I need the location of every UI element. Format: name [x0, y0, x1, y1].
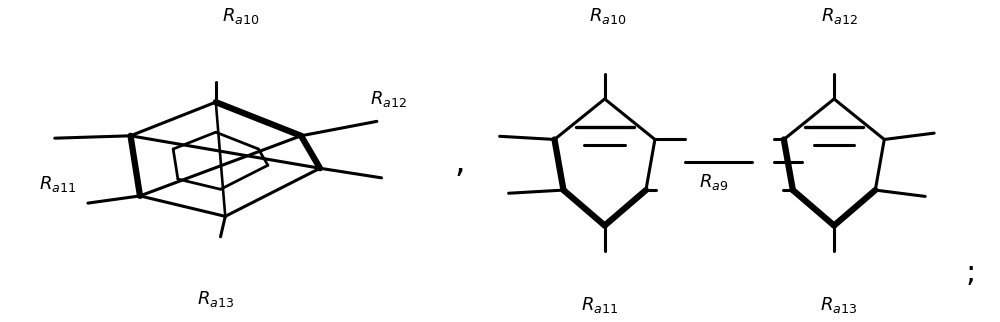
Text: ,: ,	[455, 146, 465, 179]
Text: $R_{a11}$: $R_{a11}$	[39, 175, 76, 194]
Text: $R_{a10}$: $R_{a10}$	[222, 6, 259, 26]
Text: $R_{a10}$: $R_{a10}$	[589, 6, 626, 26]
Text: $R_{a13}$: $R_{a13}$	[197, 289, 234, 309]
Text: $R_{a11}$: $R_{a11}$	[581, 295, 618, 315]
Text: $R_{a12}$: $R_{a12}$	[821, 6, 858, 26]
Text: $R_{a9}$: $R_{a9}$	[699, 172, 728, 192]
Text: $R_{a12}$: $R_{a12}$	[370, 89, 407, 109]
Text: $R_{a13}$: $R_{a13}$	[820, 295, 858, 315]
Text: ;: ;	[966, 259, 976, 288]
